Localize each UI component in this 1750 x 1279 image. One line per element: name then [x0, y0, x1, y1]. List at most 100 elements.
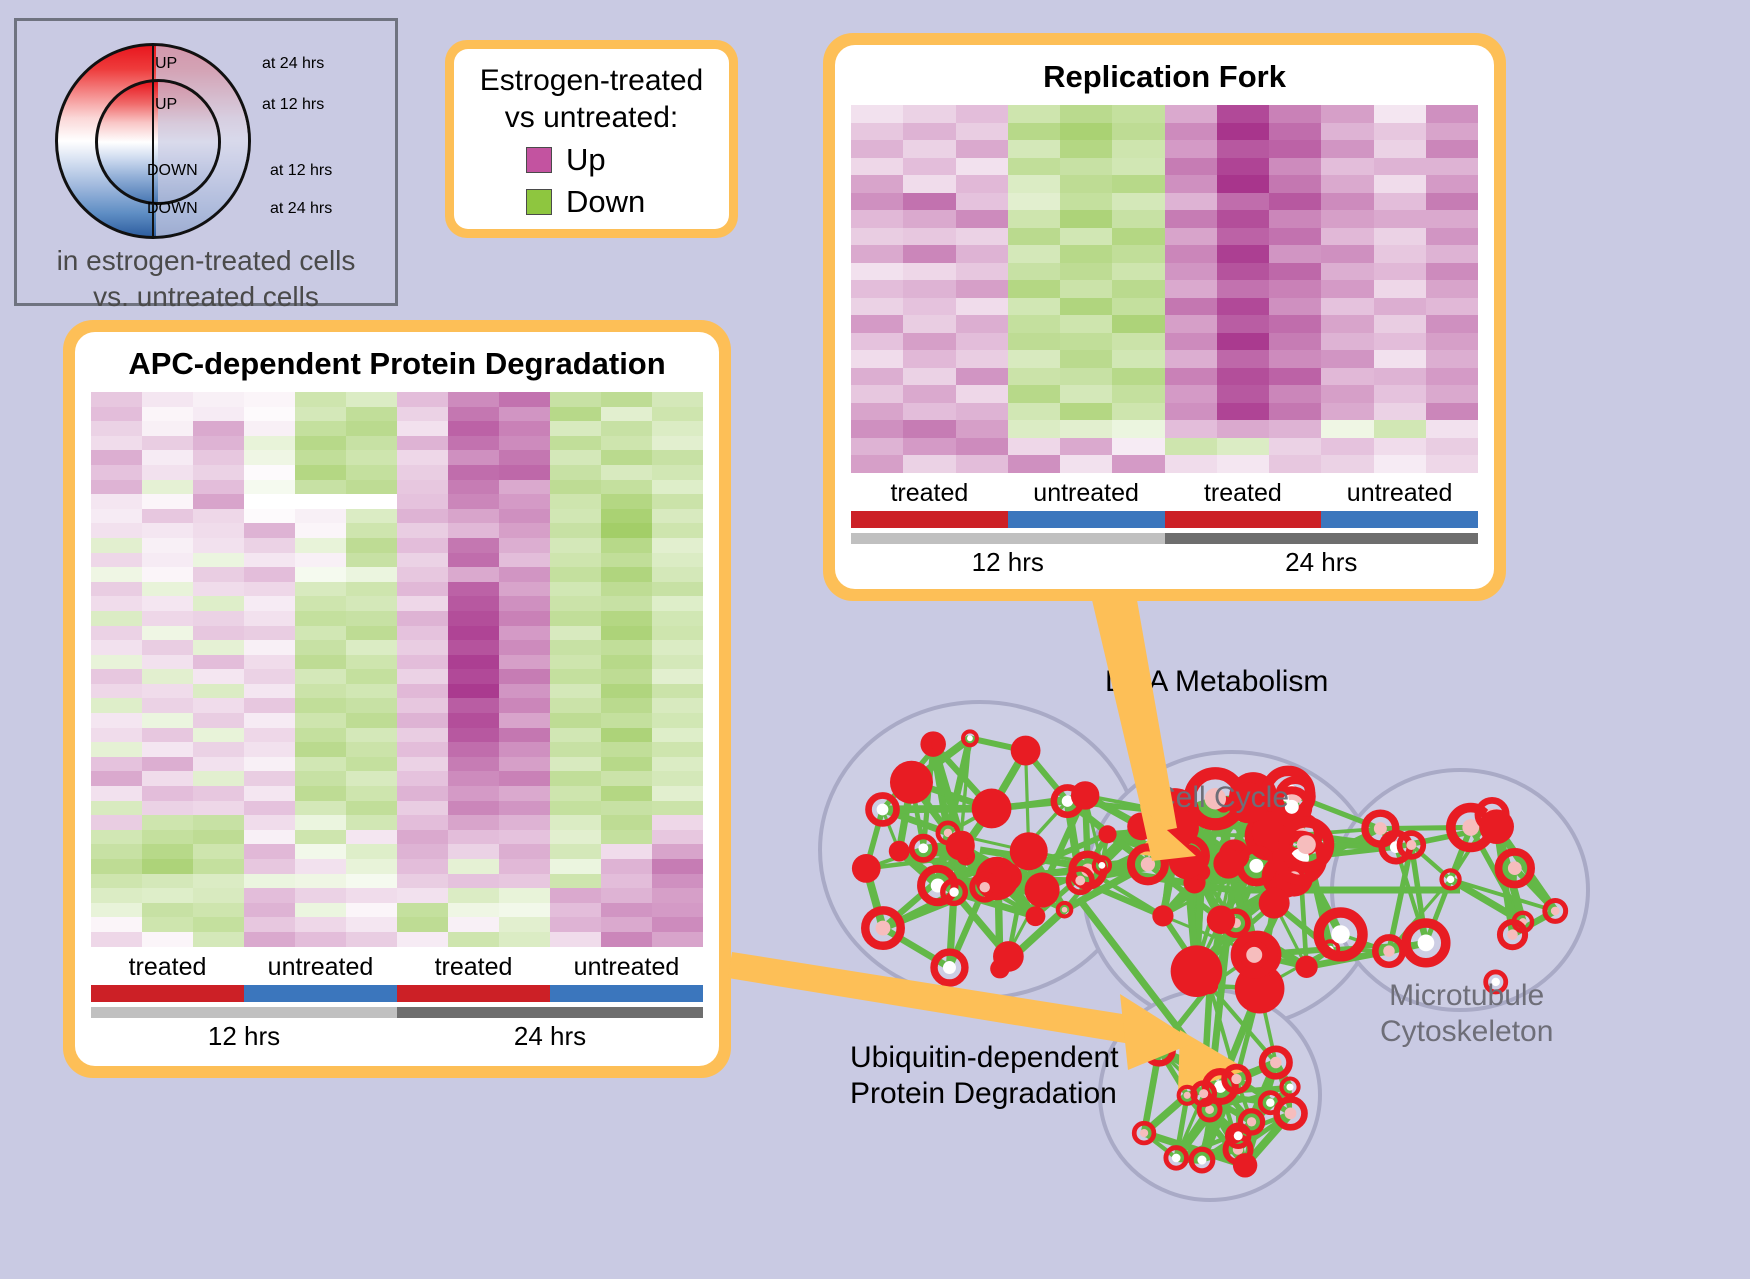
network-node-ring[interactable] [1237, 1108, 1266, 1136]
heatmap-cell [1269, 105, 1322, 123]
heatmap-replication-time-bar [851, 532, 1478, 544]
network-node-ring[interactable] [1065, 866, 1095, 896]
heatmap-cell [193, 756, 244, 772]
network-node[interactable] [1258, 887, 1290, 919]
heatmap-cell [652, 508, 703, 524]
network-node-ring[interactable] [1091, 855, 1112, 876]
network-node-ring[interactable] [1258, 1045, 1293, 1080]
network-node-ring[interactable] [917, 864, 959, 907]
network-node[interactable] [931, 739, 944, 752]
heatmap-cell [346, 494, 397, 509]
heatmap-cell [193, 464, 244, 480]
heatmap-cell [1164, 420, 1217, 438]
network-node[interactable] [1295, 955, 1318, 978]
network-node[interactable] [888, 840, 910, 862]
network-node-ring[interactable] [961, 729, 979, 748]
network-node-ring[interactable] [1230, 931, 1278, 979]
legend-down-label: Down [566, 184, 646, 220]
heatmap-cell [1425, 140, 1478, 158]
network-node[interactable] [1010, 735, 1041, 766]
network-node-ring[interactable] [908, 833, 938, 863]
network-node[interactable] [1232, 1153, 1258, 1178]
network-node-ring[interactable] [1131, 1120, 1157, 1146]
network-node[interactable] [1227, 782, 1269, 824]
heatmap-cell [903, 315, 956, 333]
network-node-ring[interactable] [1055, 900, 1074, 919]
network-node[interactable] [1152, 905, 1174, 927]
group-label: treated [434, 952, 513, 981]
network-node-ring[interactable] [1396, 830, 1427, 860]
panel-replication-fork-title: Replication Fork [1043, 59, 1286, 94]
heatmap-cell [1269, 280, 1322, 298]
network-node-ring[interactable] [1372, 934, 1406, 969]
network-node[interactable] [1025, 906, 1046, 927]
network-node-ring[interactable] [1494, 847, 1535, 889]
network-node-ring[interactable] [1163, 1145, 1189, 1171]
network-node[interactable] [1070, 781, 1100, 810]
heatmap-cell [193, 888, 244, 903]
heatmap-cell [601, 829, 652, 845]
network-node[interactable] [1206, 905, 1236, 935]
network-node[interactable] [1479, 809, 1514, 845]
network-node-ring[interactable] [1278, 816, 1335, 873]
network-node[interactable] [1098, 825, 1117, 844]
heatmap-apc-treatment-bar [91, 984, 703, 1002]
legend-time-down-12: at 12 hrs [270, 162, 333, 179]
network-node-ring[interactable] [1542, 898, 1569, 924]
heatmap-cell [1373, 385, 1426, 403]
network-node-ring[interactable] [865, 792, 900, 827]
network-node-ring[interactable] [1496, 919, 1529, 951]
network-node-ring[interactable] [1439, 868, 1462, 891]
network-node-ring[interactable] [969, 871, 1001, 903]
network-node-ring[interactable] [1201, 1068, 1239, 1106]
network-node-ring[interactable] [1483, 969, 1509, 995]
network-node[interactable] [1213, 848, 1244, 879]
network-node-ring[interactable] [1224, 1122, 1252, 1150]
network-node-ring[interactable] [1279, 1076, 1301, 1098]
network-node-ring[interactable] [940, 878, 969, 907]
heatmap-cell [903, 385, 956, 403]
network-node-core [1284, 1107, 1297, 1120]
network-node[interactable] [945, 831, 975, 861]
network-node[interactable] [1009, 832, 1048, 871]
heatmap-cell [1321, 297, 1374, 315]
network-node-ring[interactable] [1188, 1146, 1216, 1174]
heatmap-cell [1112, 227, 1165, 245]
heatmap-cell [1321, 175, 1374, 193]
heatmap-cell [346, 552, 397, 568]
heatmap-cell [91, 523, 142, 538]
network-edge [1386, 844, 1415, 952]
heatmap-cell [1216, 262, 1269, 280]
heatmap-cell [1216, 385, 1269, 403]
heatmap-cell [193, 902, 244, 918]
heatmap-cell [1373, 122, 1426, 140]
network-node-ring[interactable] [1313, 907, 1368, 962]
heatmap-cell [1164, 297, 1217, 315]
network-node-ring[interactable] [1257, 1090, 1283, 1116]
network-node[interactable] [971, 788, 1012, 829]
heatmap-cell [499, 815, 550, 830]
network-node[interactable] [1168, 843, 1205, 880]
heatmap-cell [851, 367, 904, 385]
network-node[interactable] [889, 760, 933, 804]
time-label: 12 hrs [971, 546, 1044, 577]
network-node-ring[interactable] [1190, 1080, 1218, 1108]
network-node[interactable] [1170, 945, 1223, 997]
heatmap-cell [1060, 245, 1113, 263]
heatmap-cell [652, 873, 703, 889]
heatmap-cell [91, 479, 142, 495]
network-node-ring[interactable] [1176, 1084, 1198, 1106]
network-node[interactable] [993, 941, 1024, 972]
network-node-ring[interactable] [1401, 918, 1451, 968]
heatmap-cell [346, 640, 397, 655]
network-node[interactable] [851, 854, 881, 883]
network-node-ring[interactable] [861, 906, 905, 951]
heatmap-cell [1269, 262, 1322, 280]
network-node[interactable] [1024, 872, 1060, 908]
network-node-ring[interactable] [1221, 1063, 1252, 1095]
heatmap-cell [550, 800, 601, 816]
heatmap-cell [652, 771, 703, 787]
network-node-core [1233, 1131, 1243, 1141]
network-node[interactable] [1128, 813, 1149, 833]
heatmap-cell [499, 596, 550, 611]
